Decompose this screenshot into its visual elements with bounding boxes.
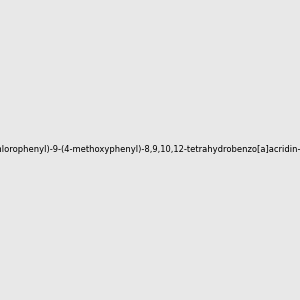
Text: 12-(3,4-dichlorophenyl)-9-(4-methoxyphenyl)-8,9,10,12-tetrahydrobenzo[a]acridin-: 12-(3,4-dichlorophenyl)-9-(4-methoxyphen… [0,146,300,154]
